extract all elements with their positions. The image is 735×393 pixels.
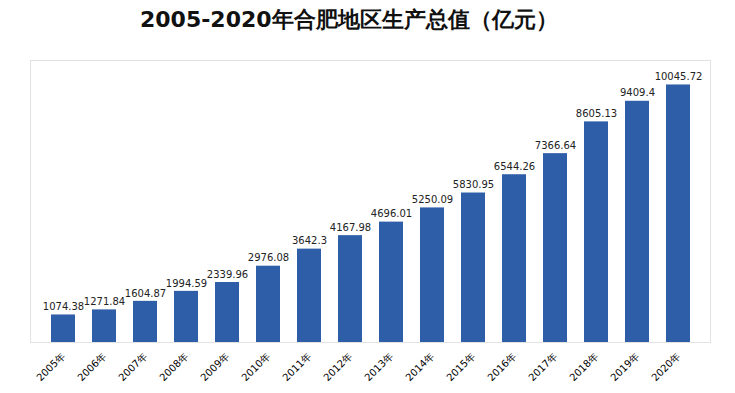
svg-text:2019年: 2019年 (608, 350, 641, 383)
svg-text:4696.01: 4696.01 (371, 208, 412, 219)
svg-text:9409.4: 9409.4 (620, 87, 655, 98)
svg-text:2008年: 2008年 (157, 350, 190, 383)
svg-text:1271.84: 1271.84 (84, 296, 125, 307)
svg-text:3642.3: 3642.3 (292, 235, 327, 246)
svg-text:2006年: 2006年 (75, 350, 108, 383)
svg-text:2020年: 2020年 (649, 350, 682, 383)
svg-text:1604.87: 1604.87 (125, 288, 166, 299)
svg-text:2016年: 2016年 (485, 350, 518, 383)
svg-text:2015年: 2015年 (444, 350, 477, 383)
svg-text:10045.72: 10045.72 (655, 71, 703, 82)
svg-text:2014年: 2014年 (403, 350, 436, 383)
svg-text:2009年: 2009年 (198, 350, 231, 383)
svg-text:8605.13: 8605.13 (576, 108, 617, 119)
svg-text:1074.38: 1074.38 (43, 301, 84, 312)
svg-text:2005年: 2005年 (34, 350, 67, 383)
svg-text:2012年: 2012年 (321, 350, 354, 383)
svg-text:1994.59: 1994.59 (166, 278, 207, 289)
svg-text:2010年: 2010年 (239, 350, 272, 383)
svg-text:2011年: 2011年 (280, 350, 313, 383)
svg-text:5250.09: 5250.09 (412, 194, 453, 205)
svg-text:4167.98: 4167.98 (330, 222, 371, 233)
html-text:2005-2020年合肥地区生产总值（亿元）: 2005-2020年合肥地区生产总值（亿元） (140, 7, 558, 32)
svg-text:2007年: 2007年 (116, 350, 149, 383)
svg-text:2339.96: 2339.96 (207, 269, 248, 280)
svg-text:2976.08: 2976.08 (248, 252, 289, 263)
svg-text:6544.26: 6544.26 (494, 161, 535, 172)
svg-text:5830.95: 5830.95 (453, 179, 494, 190)
svg-text:7366.64: 7366.64 (535, 140, 576, 151)
svg-text:2017年: 2017年 (526, 350, 559, 383)
svg-text:2013年: 2013年 (362, 350, 395, 383)
svg-text:2018年: 2018年 (567, 350, 600, 383)
